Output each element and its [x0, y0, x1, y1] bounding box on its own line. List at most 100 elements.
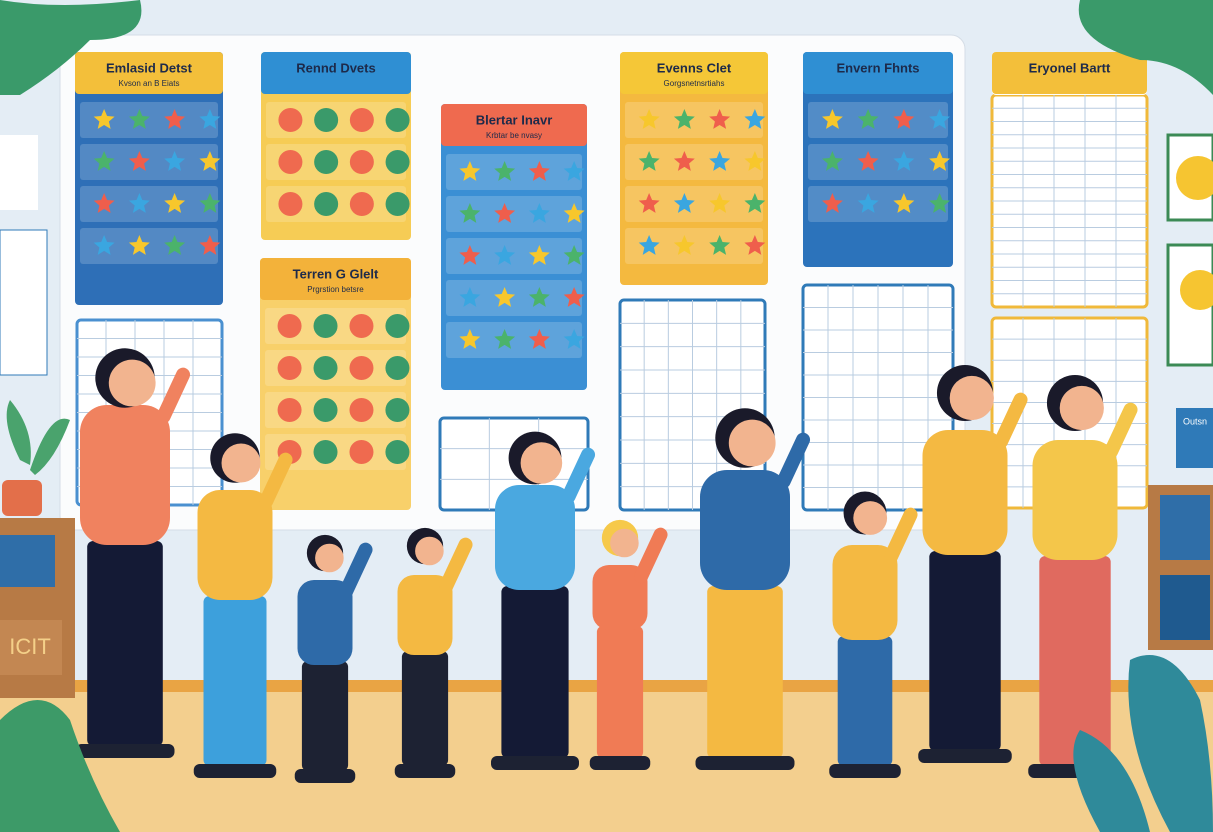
badge	[385, 192, 410, 216]
legs	[707, 586, 783, 758]
face	[610, 528, 639, 558]
star	[822, 193, 843, 213]
star	[199, 235, 221, 255]
star	[673, 109, 695, 129]
shoes	[918, 749, 1012, 763]
star	[563, 329, 585, 349]
panel-row	[80, 186, 218, 222]
torso	[922, 430, 1008, 555]
badge	[385, 150, 410, 174]
star	[673, 151, 695, 171]
star	[709, 151, 731, 171]
badge	[278, 108, 303, 132]
panel-row	[446, 196, 582, 232]
star	[929, 109, 950, 129]
star	[494, 329, 516, 349]
badge	[385, 356, 410, 380]
legs	[596, 626, 644, 758]
table-panel	[990, 93, 1149, 309]
shoes	[695, 756, 795, 770]
person	[695, 408, 811, 770]
star	[164, 235, 186, 255]
badge	[385, 440, 410, 464]
star	[709, 235, 731, 255]
star	[857, 109, 879, 129]
badge	[349, 356, 374, 380]
torso	[397, 575, 453, 655]
star	[638, 235, 660, 255]
legs	[301, 661, 349, 771]
shoes	[589, 756, 651, 770]
star	[199, 151, 221, 171]
person	[193, 433, 293, 778]
panel-body	[803, 52, 953, 267]
star	[164, 151, 186, 171]
legs	[501, 586, 569, 758]
arm	[156, 367, 191, 424]
face	[949, 375, 994, 421]
chart-panel: Envern Fhnts	[803, 52, 953, 267]
star	[93, 235, 115, 255]
arm	[776, 432, 811, 489]
chart-panel: Blertar Inavr Krbtar be nvasy	[441, 104, 587, 390]
panel-body	[620, 52, 768, 285]
face	[315, 543, 344, 573]
arm	[439, 537, 473, 594]
torso	[832, 545, 898, 640]
chart-panel: Evenns Clet Gorgsnetnsrtiahs	[620, 52, 768, 285]
face	[221, 443, 261, 483]
arm	[1104, 402, 1138, 459]
person	[75, 348, 191, 758]
chart-panel: Terren G Glelt Prgrstion betsre	[260, 258, 411, 510]
star	[93, 109, 115, 129]
panel-body	[261, 52, 411, 240]
star	[528, 287, 550, 307]
person	[491, 431, 596, 770]
panel-header	[441, 104, 587, 146]
badge	[277, 314, 302, 338]
panel-header	[260, 258, 411, 300]
star	[528, 245, 550, 265]
panel-header	[620, 52, 768, 94]
badge	[349, 192, 374, 216]
star	[822, 109, 843, 129]
panel-row	[625, 228, 763, 264]
panel-title: Envern Fhnts	[836, 60, 919, 75]
panel-subtitle: Kvson an B Eiats	[119, 79, 180, 88]
star	[638, 109, 660, 129]
person	[918, 364, 1028, 763]
panel-header	[803, 52, 953, 94]
star	[929, 193, 950, 213]
star	[709, 109, 731, 129]
person	[294, 534, 373, 783]
badge	[313, 314, 338, 338]
star	[494, 161, 516, 181]
legs	[929, 551, 1001, 751]
panel-row	[80, 144, 218, 180]
badge	[349, 150, 374, 174]
star	[563, 203, 585, 223]
torso	[495, 485, 575, 590]
badge	[278, 150, 303, 174]
star	[893, 109, 915, 129]
star	[563, 161, 585, 181]
star	[128, 235, 150, 255]
star	[164, 193, 186, 213]
torso	[592, 565, 648, 630]
arm	[339, 542, 373, 599]
star	[744, 151, 766, 171]
panel-subtitle: Prgrstion betsre	[307, 285, 364, 294]
panel-row	[446, 322, 582, 358]
star	[528, 161, 550, 181]
face	[108, 359, 156, 407]
star	[563, 245, 585, 265]
star	[673, 235, 695, 255]
shoes	[829, 764, 901, 778]
face	[853, 501, 888, 535]
star	[528, 203, 550, 223]
star	[494, 287, 516, 307]
star	[929, 151, 950, 171]
star	[744, 235, 766, 255]
